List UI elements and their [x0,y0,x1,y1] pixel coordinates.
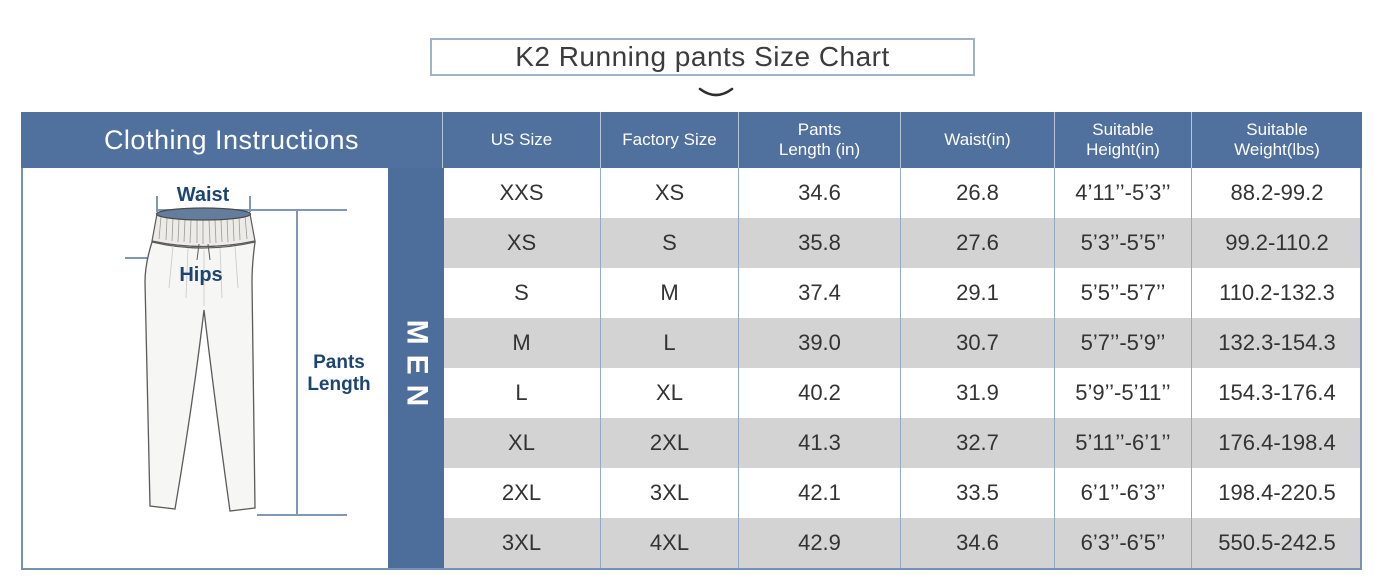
table-row: XXS XS 34.6 26.8 4’11’’-5’3’’ 88.2-99.2 [442,168,1360,218]
table-row: XL 2XL 41.3 32.7 5’11’’-6’1’’ 176.4-198.… [442,418,1360,468]
cell-us-size: 2XL [442,468,600,518]
cell-waist: 30.7 [900,318,1054,368]
table-row: S M 37.4 29.1 5’5’’-5’7’’ 110.2-132.3 [442,268,1360,318]
cell-suitable-weight: 154.3-176.4 [1191,368,1362,418]
gender-band-label: MEN [400,319,434,417]
cell-pants-length: 42.9 [738,518,900,568]
hips-label: Hips [179,264,223,286]
cell-waist: 29.1 [900,268,1054,318]
cell-suitable-weight: 88.2-99.2 [1191,168,1362,218]
table-row: M L 39.0 30.7 5’7’’-5’9’’ 132.3-154.3 [442,318,1360,368]
col-header-suitable-height: Suitable Height(in) [1054,112,1191,168]
cell-us-size: M [442,318,600,368]
cell-us-size: 3XL [442,518,600,568]
col-header-factory-size: Factory Size [600,112,738,168]
clothing-instructions-header: Clothing Instructions [103,125,360,155]
pants-diagram: Waist Hips Pants Length [23,168,388,568]
cell-us-size: S [442,268,600,318]
cell-pants-length: 39.0 [738,318,900,368]
size-data-grid: XXS XS 34.6 26.8 4’11’’-5’3’’ 88.2-99.2 … [442,168,1362,568]
table-row: XS S 35.8 27.6 5’3’’-5’5’’ 99.2-110.2 [442,218,1360,268]
cell-factory-size: 2XL [600,418,738,468]
cell-suitable-height: 6’1’’-6’3’’ [1054,468,1191,518]
pants-diagram-panel: Waist Hips Pants Length MEN [21,168,444,568]
cell-suitable-height: 5’3’’-5’5’’ [1054,218,1191,268]
col-header-suitable-weight: Suitable Weight(lbs) [1191,112,1362,168]
cell-waist: 33.5 [900,468,1054,518]
cell-factory-size: M [600,268,738,318]
cell-factory-size: XL [600,368,738,418]
table-row: 2XL 3XL 42.1 33.5 6’1’’-6’3’’ 198.4-220.… [442,468,1360,518]
cell-waist: 26.8 [900,168,1054,218]
col-header-pants-length: Pants Length (in) [738,112,900,168]
col-header-waist: Waist(in) [900,112,1054,168]
cell-waist: 27.6 [900,218,1054,268]
cell-factory-size: 4XL [600,518,738,568]
cell-pants-length: 34.6 [738,168,900,218]
cell-suitable-weight: 198.4-220.5 [1191,468,1362,518]
cell-suitable-height: 5’11’’-6’1’’ [1054,418,1191,468]
cell-us-size: XS [442,218,600,268]
cell-suitable-height: 4’11’’-5’3’’ [1054,168,1191,218]
chart-title-box: K2 Running pants Size Chart [430,38,975,76]
cell-pants-length: 37.4 [738,268,900,318]
col-header-us-size: US Size [442,112,600,168]
cell-us-size: XXS [442,168,600,218]
gender-band: MEN [388,168,444,568]
cell-suitable-weight: 99.2-110.2 [1191,218,1362,268]
cell-waist: 32.7 [900,418,1054,468]
cell-waist: 31.9 [900,368,1054,418]
cell-factory-size: S [600,218,738,268]
cell-suitable-height: 5’7’’-5’9’’ [1054,318,1191,368]
cell-factory-size: XS [600,168,738,218]
cell-suitable-height: 5’9’’-5’11’’ [1054,368,1191,418]
cell-pants-length: 41.3 [738,418,900,468]
cell-suitable-weight: 132.3-154.3 [1191,318,1362,368]
cell-us-size: L [442,368,600,418]
cell-suitable-height: 6’3’’-6’5’’ [1054,518,1191,568]
size-chart-table: Clothing Instructions US Size Factory Si… [21,112,1362,570]
table-row: L XL 40.2 31.9 5’9’’-5’11’’ 154.3-176.4 [442,368,1360,418]
cell-pants-length: 35.8 [738,218,900,268]
table-row: 3XL 4XL 42.9 34.6 6’3’’-6’5’’ 550.5-242.… [442,518,1360,568]
table-header-row: Clothing Instructions US Size Factory Si… [21,112,1362,168]
chevron-down-icon [698,87,734,97]
pants-drawing [125,196,347,516]
chart-title: K2 Running pants Size Chart [515,41,890,72]
cell-waist: 34.6 [900,518,1054,568]
cell-factory-size: 3XL [600,468,738,518]
cell-pants-length: 40.2 [738,368,900,418]
cell-suitable-height: 5’5’’-5’7’’ [1054,268,1191,318]
table-body: Waist Hips Pants Length MEN XXS XS 34.6 … [21,168,1362,570]
cell-us-size: XL [442,418,600,468]
cell-pants-length: 42.1 [738,468,900,518]
pants-length-label: Pants Length [307,352,371,395]
waist-label: Waist [176,184,230,206]
cell-suitable-weight: 176.4-198.4 [1191,418,1362,468]
cell-suitable-weight: 550.5-242.5 [1191,518,1362,568]
cell-factory-size: L [600,318,738,368]
cell-suitable-weight: 110.2-132.3 [1191,268,1362,318]
